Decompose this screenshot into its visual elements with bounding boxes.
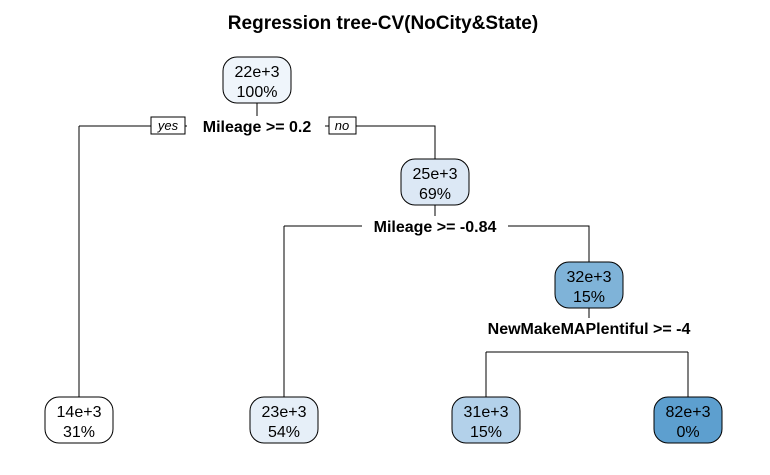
tree-nodes: 22e+3 100% 14e+3 31% 25e+3 69% 23e+3 54% 32e+3 15… — [44, 56, 723, 444]
node-percent: 15% — [470, 424, 502, 441]
split-rule-n2: Mileage >= -0.84 — [362, 216, 508, 236]
branch-yes-tag: yes — [150, 116, 186, 135]
node-value: 22e+3 — [235, 64, 280, 81]
node-box — [554, 261, 624, 309]
branch-no-tag: no — [328, 116, 357, 135]
node-value: 32e+3 — [567, 269, 612, 286]
node-value: 14e+3 — [57, 404, 102, 421]
node-box — [222, 56, 292, 104]
node-box — [451, 396, 521, 444]
split-label-bg — [362, 216, 508, 236]
no-label: no — [335, 118, 349, 133]
tree-node-n4: 32e+3 15% — [554, 261, 624, 309]
tree-node-n6: 82e+3 0% — [653, 396, 723, 444]
tree-node-root: 22e+3 100% — [222, 56, 292, 104]
node-percent: 0% — [676, 424, 699, 441]
diagram-title: Regression tree-CV(NoCity&State) — [228, 13, 538, 34]
yes-box — [150, 116, 186, 135]
edge-n2-left — [283, 225, 435, 398]
tree-node-n5: 31e+3 15% — [451, 396, 521, 444]
node-box — [44, 396, 114, 444]
node-value: 82e+3 — [666, 404, 711, 421]
tree-node-n2: 25e+3 69% — [400, 158, 470, 206]
split-label: Mileage >= 0.2 — [203, 119, 312, 136]
yes-label: yes — [157, 118, 179, 133]
node-value: 25e+3 — [413, 166, 458, 183]
tree-node-n1: 14e+3 31% — [44, 396, 114, 444]
node-percent: 15% — [573, 289, 605, 306]
tree-node-n3: 23e+3 54% — [249, 396, 319, 444]
node-box — [249, 396, 319, 444]
node-percent: 100% — [237, 84, 278, 101]
node-box — [400, 158, 470, 206]
node-value: 31e+3 — [464, 404, 509, 421]
node-percent: 69% — [419, 186, 451, 203]
no-box — [328, 116, 357, 135]
node-percent: 54% — [268, 424, 300, 441]
edge-root-left — [78, 125, 257, 398]
split-label: NewMakeMAPlentiful >= -4 — [488, 321, 691, 338]
node-box — [653, 396, 723, 444]
split-rule-root: Mileage >= 0.2 — [187, 116, 325, 136]
node-percent: 31% — [63, 424, 95, 441]
tree-edges — [78, 103, 689, 398]
split-rule-n4: NewMakeMAPlentiful >= -4 — [468, 318, 710, 338]
split-label: Mileage >= -0.84 — [374, 219, 497, 236]
split-label-bg — [468, 318, 710, 338]
node-value: 23e+3 — [262, 404, 307, 421]
split-label-bg — [187, 116, 325, 136]
